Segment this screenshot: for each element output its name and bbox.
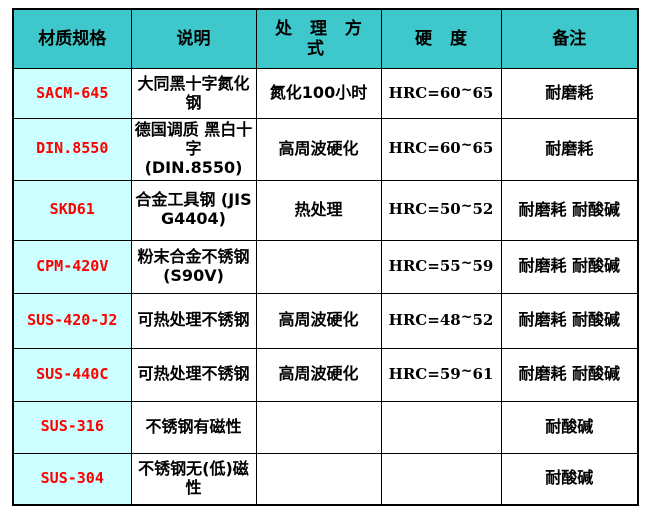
cell-hardness xyxy=(380,452,502,506)
column-header-hardness: 硬 度 xyxy=(380,8,502,69)
column-header-remark: 备注 xyxy=(500,8,639,69)
cell-hardness: HRC=48~52 xyxy=(380,292,502,349)
cell-grade: SKD61 xyxy=(12,179,132,241)
cell-treatment: 高周波硬化 xyxy=(255,292,382,349)
table-row: DIN.8550 德国调质 黑白十字 (DIN.8550) 高周波硬化 HRC=… xyxy=(12,118,639,181)
cell-grade: SACM-645 xyxy=(12,68,132,119)
hardness-suffix: 52 xyxy=(472,200,494,219)
hardness-prefix: HRC=48 xyxy=(388,310,461,329)
hardness-prefix: HRC=55 xyxy=(388,256,461,275)
material-spec-table: 材质规格 说明 处 理 方 式 硬 度 备注 SACM-645 大同黑十字氮化钢… xyxy=(12,8,639,507)
tilde-icon: ~ xyxy=(460,137,473,154)
cell-description: 大同黑十字氮化钢 xyxy=(130,68,257,119)
cell-grade: DIN.8550 xyxy=(12,118,132,181)
cell-remark: 耐磨耗 耐酸碱 xyxy=(500,292,639,349)
table-row: SUS-304 不锈钢无(低)磁性 耐酸碱 xyxy=(12,452,639,506)
table-row: SUS-316 不锈钢有磁性 耐酸碱 xyxy=(12,400,639,454)
hardness-prefix: HRC=60 xyxy=(388,83,461,102)
tilde-icon: ~ xyxy=(460,81,473,98)
cell-remark: 耐磨耗 耐酸碱 xyxy=(500,179,639,241)
hardness-suffix: 52 xyxy=(472,310,494,329)
table-body: SACM-645 大同黑十字氮化钢 氮化100小时 HRC=60~65 耐磨耗 … xyxy=(12,68,639,506)
tilde-icon: ~ xyxy=(460,254,473,271)
cell-hardness: HRC=60~65 xyxy=(380,118,502,181)
tilde-icon: ~ xyxy=(460,308,473,325)
cell-description: 德国调质 黑白十字 (DIN.8550) xyxy=(130,118,257,181)
cell-grade: CPM-420V xyxy=(12,239,132,294)
cell-grade: SUS-316 xyxy=(12,400,132,454)
cell-hardness xyxy=(380,400,502,454)
table-row: SUS-420-J2 可热处理不锈钢 高周波硬化 HRC=48~52 耐磨耗 耐… xyxy=(12,292,639,349)
table-row: SACM-645 大同黑十字氮化钢 氮化100小时 HRC=60~65 耐磨耗 xyxy=(12,68,639,119)
table-header: 材质规格 说明 处 理 方 式 硬 度 备注 xyxy=(12,8,639,69)
cell-treatment xyxy=(255,452,382,506)
cell-description: 可热处理不锈钢 xyxy=(130,347,257,402)
cell-hardness: HRC=59~61 xyxy=(380,347,502,402)
cell-remark: 耐酸碱 xyxy=(500,400,639,454)
cell-treatment: 高周波硬化 xyxy=(255,347,382,402)
cell-grade: SUS-440C xyxy=(12,347,132,402)
cell-remark: 耐磨耗 xyxy=(500,118,639,181)
hardness-prefix: HRC=50 xyxy=(388,200,461,219)
cell-remark: 耐磨耗 耐酸碱 xyxy=(500,239,639,294)
hardness-prefix: HRC=60 xyxy=(388,139,461,158)
table-header-row: 材质规格 说明 处 理 方 式 硬 度 备注 xyxy=(12,8,639,69)
tilde-icon: ~ xyxy=(460,362,473,379)
cell-description: 不锈钢有磁性 xyxy=(130,400,257,454)
tilde-icon: ~ xyxy=(460,198,473,215)
cell-description: 粉末合金不锈钢(S90V) xyxy=(130,239,257,294)
cell-treatment: 热处理 xyxy=(255,179,382,241)
hardness-suffix: 61 xyxy=(472,364,494,383)
column-header-description: 说明 xyxy=(130,8,257,69)
cell-grade: SUS-420-J2 xyxy=(12,292,132,349)
table-row: CPM-420V 粉末合金不锈钢(S90V) HRC=55~59 耐磨耗 耐酸碱 xyxy=(12,239,639,294)
table-row: SUS-440C 可热处理不锈钢 高周波硬化 HRC=59~61 耐磨耗 耐酸碱 xyxy=(12,347,639,402)
cell-remark: 耐酸碱 xyxy=(500,452,639,506)
cell-hardness: HRC=50~52 xyxy=(380,179,502,241)
hardness-suffix: 65 xyxy=(472,83,494,102)
cell-remark: 耐磨耗 耐酸碱 xyxy=(500,347,639,402)
hardness-suffix: 65 xyxy=(472,139,494,158)
cell-grade: SUS-304 xyxy=(12,452,132,506)
cell-treatment: 高周波硬化 xyxy=(255,118,382,181)
cell-description: 合金工具钢 (JIS G4404) xyxy=(130,179,257,241)
cell-hardness: HRC=60~65 xyxy=(380,68,502,119)
cell-treatment: 氮化100小时 xyxy=(255,68,382,119)
column-header-treatment: 处 理 方 式 xyxy=(255,8,382,69)
cell-hardness: HRC=55~59 xyxy=(380,239,502,294)
hardness-prefix: HRC=59 xyxy=(388,364,461,383)
cell-description: 不锈钢无(低)磁性 xyxy=(130,452,257,506)
table-row: SKD61 合金工具钢 (JIS G4404) 热处理 HRC=50~52 耐磨… xyxy=(12,179,639,241)
material-spec-table-container: 材质规格 说明 处 理 方 式 硬 度 备注 SACM-645 大同黑十字氮化钢… xyxy=(12,8,639,507)
hardness-suffix: 59 xyxy=(472,256,494,275)
cell-description: 可热处理不锈钢 xyxy=(130,292,257,349)
column-header-grade: 材质规格 xyxy=(12,8,132,69)
cell-remark: 耐磨耗 xyxy=(500,68,639,119)
cell-treatment xyxy=(255,400,382,454)
cell-treatment xyxy=(255,239,382,294)
